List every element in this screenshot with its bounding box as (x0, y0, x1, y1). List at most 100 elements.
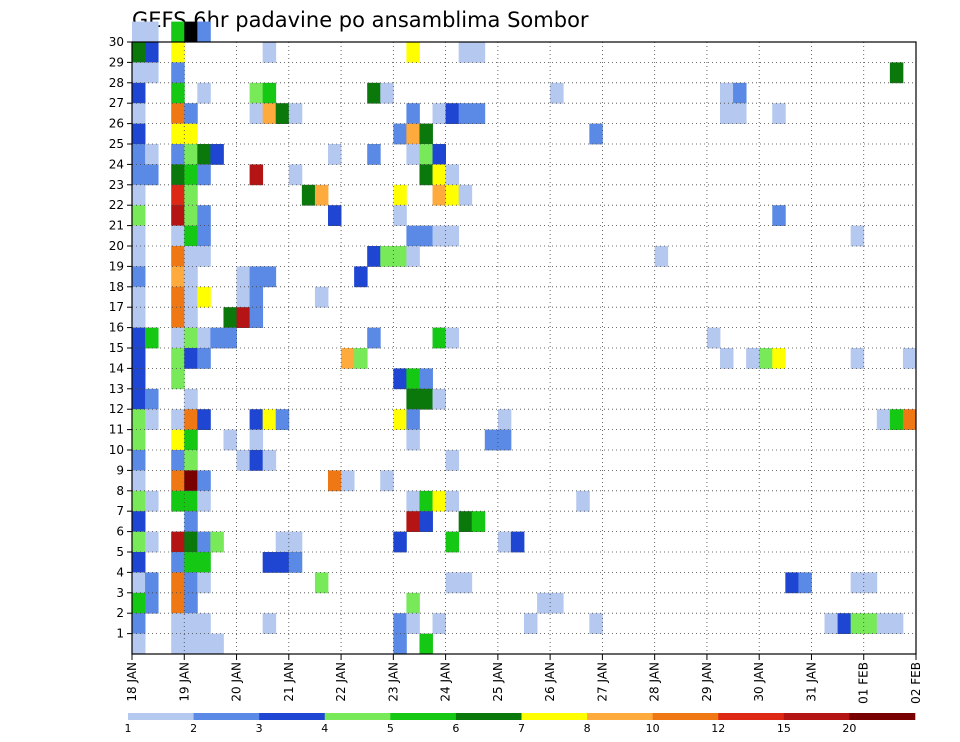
heatmap-cell (171, 633, 185, 655)
y-tick-label: 12 (109, 402, 124, 416)
heatmap-cell (171, 470, 185, 492)
heatmap-cell (850, 572, 865, 594)
heatmap-cell (132, 266, 146, 288)
heatmap-cell (132, 409, 146, 430)
heatmap-cell (367, 144, 381, 165)
heatmap-cell (197, 348, 211, 369)
heatmap-cell (419, 164, 433, 186)
y-tick-label: 3 (116, 586, 124, 600)
heatmap-cell (471, 511, 486, 532)
heatmap-cell (445, 225, 460, 247)
heatmap-cell (720, 103, 734, 124)
y-tick-label: 25 (109, 137, 124, 151)
colorbar-swatch (849, 713, 916, 720)
x-tick-label: 26 JAN (543, 662, 557, 702)
heatmap-cell (132, 592, 146, 614)
heatmap-cell (314, 572, 329, 594)
heatmap-cell (145, 388, 159, 410)
heatmap-cell (406, 592, 420, 614)
x-tick-label: 28 JAN (648, 662, 662, 702)
heatmap-cell (171, 348, 185, 369)
heatmap-cell (236, 450, 250, 471)
heatmap-cell (393, 368, 407, 390)
heatmap-cell (184, 21, 198, 43)
x-tick-label: 29 JAN (700, 662, 714, 702)
heatmap-cell (197, 225, 211, 247)
heatmap-cell (262, 450, 277, 471)
heatmap-cell (328, 144, 342, 165)
heatmap-cell (720, 82, 734, 104)
heatmap-cell (223, 429, 237, 451)
colorbar-swatch (521, 713, 588, 720)
colorbar-swatch (455, 713, 522, 720)
heatmap-cell (863, 572, 878, 594)
y-tick-label: 10 (109, 443, 124, 457)
y-tick-label: 9 (116, 463, 124, 477)
heatmap-cell (145, 592, 159, 614)
heatmap-cell (393, 633, 407, 655)
heatmap-cell (184, 552, 198, 573)
heatmap-cell (445, 184, 460, 206)
heatmap-cell (249, 307, 264, 328)
y-axis: 1234567891011121314151617181920212223242… (109, 35, 132, 641)
heatmap-cell (432, 490, 446, 512)
heatmap-cell (314, 286, 329, 308)
heatmap-cell (275, 552, 290, 573)
heatmap-cell (262, 42, 277, 63)
colorbar-label: 1 (125, 722, 132, 735)
heatmap-cell (145, 164, 159, 186)
heatmap-cell (132, 511, 146, 532)
colorbar-label: 8 (584, 722, 591, 735)
colorbar-swatch (652, 713, 719, 720)
heatmap-cell (236, 286, 250, 308)
y-tick-label: 8 (116, 484, 124, 498)
heatmap-cell (406, 42, 420, 63)
heatmap-cell (902, 348, 917, 369)
heatmap-cell (145, 490, 159, 512)
heatmap-cell (314, 184, 329, 206)
y-tick-label: 20 (109, 239, 124, 253)
heatmap-cell (785, 572, 799, 594)
heatmap-cell (197, 327, 211, 349)
heatmap-cell (132, 123, 146, 145)
y-tick-label: 11 (109, 423, 124, 437)
y-tick-label: 19 (109, 259, 124, 273)
heatmap-cell (171, 409, 185, 430)
heatmap-cell (798, 572, 812, 594)
heatmap-cell (184, 144, 198, 165)
heatmap-cell (171, 592, 185, 614)
heatmap-cell (432, 184, 446, 206)
colorbar-swatch (193, 713, 260, 720)
heatmap-cell (393, 246, 407, 267)
colorbar-label: 15 (777, 722, 791, 735)
heatmap-cell (432, 613, 446, 634)
heatmap-cell (393, 205, 407, 226)
colorbar-swatch (259, 713, 326, 720)
heatmap-cell (210, 531, 224, 553)
x-tick-label: 18 JAN (125, 662, 139, 702)
heatmap-cell (171, 103, 185, 124)
heatmap-cell (445, 572, 460, 594)
heatmap-cell (184, 429, 198, 451)
heatmap-cell (432, 388, 446, 410)
colorbar-swatch (587, 713, 653, 720)
y-tick-label: 17 (109, 300, 124, 314)
heatmap-cell (275, 531, 290, 553)
y-tick-label: 16 (109, 321, 124, 335)
heatmap-cell (445, 450, 460, 471)
heatmap-cell (706, 327, 721, 349)
heatmap-cell (288, 164, 303, 186)
heatmap-cell (406, 511, 420, 532)
y-tick-label: 23 (109, 178, 124, 192)
heatmap-cell (419, 123, 433, 145)
y-tick-label: 26 (109, 117, 124, 131)
heatmap-cell (223, 327, 237, 349)
heatmap-cell (576, 490, 590, 512)
y-tick-label: 27 (109, 96, 124, 110)
heatmap-cell (171, 572, 185, 594)
heatmap-cell (393, 409, 407, 430)
colorbar-swatch (718, 713, 785, 720)
y-tick-label: 15 (109, 341, 124, 355)
heatmap-cell (772, 348, 786, 369)
heatmap-cell (837, 613, 852, 634)
